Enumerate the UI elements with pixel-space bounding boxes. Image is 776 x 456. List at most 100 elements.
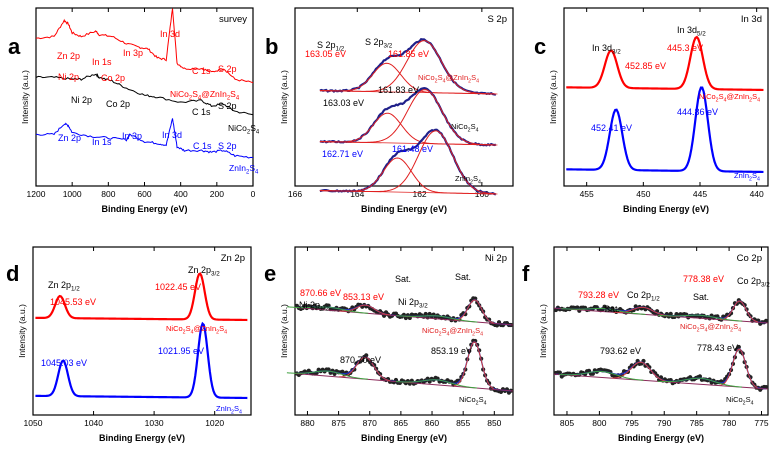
x-tick-label: 795 [625,418,639,428]
label-part: NiCo [170,89,189,99]
peak-label: 163.03 eV [323,98,364,108]
label-part: 778.43 eV [697,343,738,353]
x-tick-label: 855 [456,418,470,428]
x-tick-label: 162 [412,189,426,199]
plot-frame [553,246,769,416]
label-part: S [700,322,705,331]
fit-component [720,300,758,323]
data-point [590,371,596,376]
x-tick-label: 880 [300,418,314,428]
peak-label: Zn 2p1/2 [48,280,80,293]
peak-label: In 3p [122,131,142,141]
label-part: 778.38 eV [683,274,724,284]
peak-label: Ni 2p [71,95,92,105]
peak-label: Ni 2p [58,72,79,82]
series-line [35,118,254,159]
label-part: Zn 2p [188,265,211,275]
peak-label: Ni 2p3/2 [398,297,428,310]
fit-component [657,377,742,388]
label-part: 161.48 eV [392,144,433,154]
x-tick-label: 790 [657,418,671,428]
fit-component [396,315,478,323]
series-label: NiCo2S4@ZnIn2S4 [166,324,227,335]
peak-label: 793.62 eV [600,346,641,356]
label-part: 4 [255,170,259,176]
x-tick-label: 780 [722,418,736,428]
peak-label: 161.48 eV [392,144,433,154]
label-part: 2 [749,97,752,103]
peak-label: Ni 2p1/2 [299,300,329,313]
label-part: S [733,322,738,331]
label-part: S [249,163,255,173]
label-part: NiCo [451,122,468,131]
series-line [566,35,764,92]
peak-label: In 3d3/2 [592,43,621,56]
label-part: @ZnIn [708,322,731,331]
series-label: ZnIn2S4 [216,404,242,415]
fit-component [559,370,644,381]
peak-label: 445.3 eV [667,43,703,53]
fit-component [454,299,495,324]
label-part: S [442,326,447,335]
label-part: S [438,73,443,82]
label-part: 2 [435,78,438,84]
label-part: 161.83 eV [378,85,419,95]
label-part: Sat. [455,272,471,282]
label-part: S [752,92,757,101]
series-label: NiCo2S4@ZnIn2S4 [422,326,483,337]
x-tick-label: 850 [487,418,501,428]
peak-label: C 1s [192,107,211,117]
label-part: 1045.03 eV [41,358,87,368]
panel-title: Zn 2p [221,253,245,264]
peak-label: C 1s [192,66,211,76]
label-part: S [186,324,191,333]
label-part: S [230,89,236,99]
label-part: 2 [730,327,733,333]
label-part: 4 [236,96,240,102]
label-part: 4 [191,329,194,335]
label-part: S [752,171,757,180]
panel-a: 1200 1000 800 600 400 200 0 Binding Energy (eV)… [8,7,260,214]
label-part: 4 [484,400,487,406]
label-part: S [479,395,484,404]
x-tick-label: 775 [754,418,768,428]
panel-title: survey [219,14,247,25]
label-part: 4 [480,331,483,337]
x-tick-label: 164 [350,189,364,199]
peak-label: In 1s [92,137,112,147]
x-tick-label: 805 [560,418,574,428]
label-part: 4 [476,127,479,133]
label-part: 2 [749,176,752,182]
label-part: 2 [227,96,230,102]
peak-label: 1022.45 eV [155,282,201,292]
y-axis-label: Intensity (a.u.) [20,70,30,124]
fit-envelope [555,348,767,390]
x-tick-label: 600 [137,189,151,199]
label-part: Sat. [604,304,620,314]
label-part: 4 [198,96,202,102]
label-part: @ZnIn [727,92,750,101]
data-point [575,305,580,310]
peak-label: S 2p [218,64,237,74]
series-label: NiCo2S4 [451,122,479,133]
data-point [364,353,369,358]
series-label: NiCo2S4@ZnIn2S4 [699,92,760,103]
x-tick-label: 785 [690,418,704,428]
label-part: 3/2 [419,303,428,310]
label-part: 4 [751,400,754,406]
label-part: 2 [231,409,234,415]
label-part: @ZnIn [201,89,227,99]
panel-d: 1050 1040 1030 1020 Binding Energy (eV) Inten… [6,246,252,443]
x-tick-label: 860 [425,418,439,428]
panel-title: Co 2p [737,253,762,264]
peak-label: 161.85 eV [388,49,429,59]
label-part: 793.28 eV [578,290,619,300]
panel-title: Ni 2p [485,253,507,264]
plot-frame [294,7,514,187]
x-tick-label: 1050 [24,418,43,428]
label-part: Sat. [395,274,411,284]
label-part: 4 [239,409,242,415]
label-part: NiCo [422,326,439,335]
series-line [35,72,254,116]
